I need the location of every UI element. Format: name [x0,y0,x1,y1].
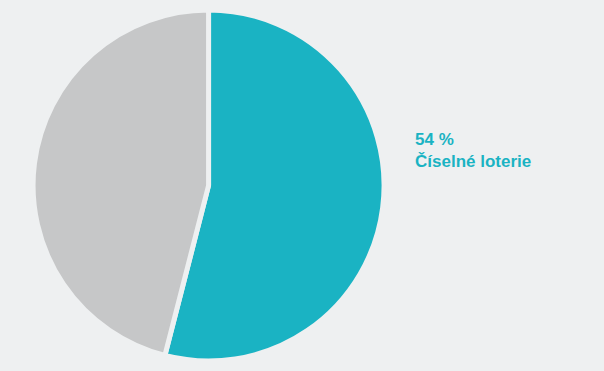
svg-text:54 %Číselné loterie: 54 %Číselné loterie [415,130,531,171]
